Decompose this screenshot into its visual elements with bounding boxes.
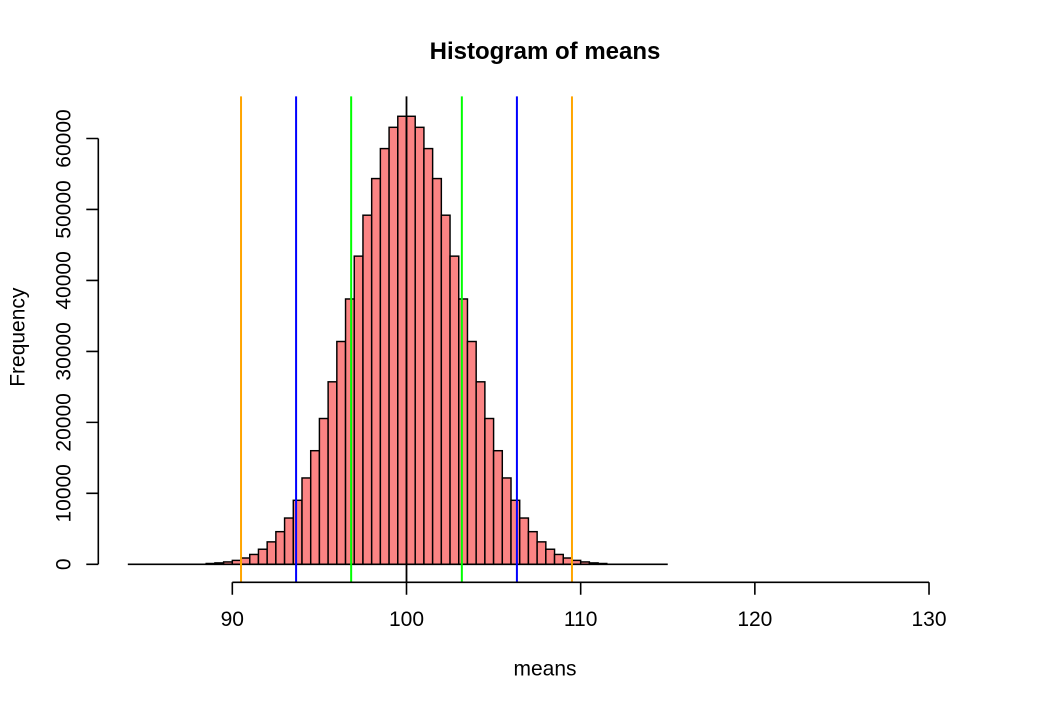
- svg-text:60000: 60000: [52, 109, 75, 167]
- svg-text:Histogram of means: Histogram of means: [430, 38, 661, 65]
- svg-text:120: 120: [737, 608, 772, 631]
- svg-text:means: means: [513, 658, 576, 681]
- svg-text:50000: 50000: [52, 180, 75, 238]
- svg-text:10000: 10000: [52, 464, 75, 522]
- svg-text:20000: 20000: [52, 393, 75, 451]
- svg-text:130: 130: [911, 608, 946, 631]
- svg-text:40000: 40000: [52, 251, 75, 309]
- svg-text:90: 90: [221, 608, 244, 631]
- svg-text:Frequency: Frequency: [7, 287, 30, 387]
- svg-text:110: 110: [564, 608, 597, 631]
- svg-text:0: 0: [52, 558, 75, 570]
- svg-text:30000: 30000: [52, 322, 75, 380]
- svg-text:100: 100: [389, 608, 424, 631]
